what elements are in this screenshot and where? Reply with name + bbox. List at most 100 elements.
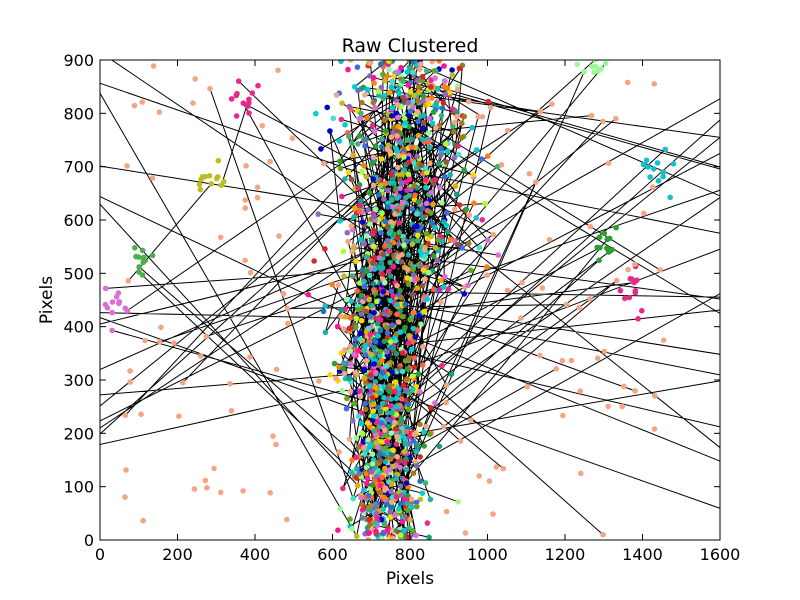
scatter-point — [393, 441, 400, 448]
scatter-point — [180, 379, 186, 386]
scatter-point — [382, 432, 389, 439]
scatter-point — [367, 342, 373, 348]
scatter-point — [373, 143, 379, 149]
scatter-point — [142, 337, 148, 344]
scatter-point — [380, 71, 386, 78]
scatter-point — [428, 220, 435, 226]
scatter-point — [400, 94, 406, 101]
scatter-point — [378, 144, 385, 150]
scatter-point — [372, 206, 379, 212]
scatter-point — [346, 133, 352, 140]
scatter-point — [375, 333, 381, 339]
scatter-point — [402, 496, 409, 502]
scatter-point — [384, 416, 391, 422]
scatter-point — [423, 423, 430, 430]
scatter-point — [284, 305, 291, 312]
scatter-point — [109, 327, 115, 334]
scatter-point — [574, 61, 580, 68]
scatter-point — [420, 119, 427, 126]
scatter-point — [436, 185, 443, 191]
scatter-point — [254, 194, 261, 201]
scatter-point — [354, 466, 360, 472]
scatter-point — [362, 342, 369, 349]
scatter-point — [592, 63, 599, 70]
scatter-point — [387, 467, 393, 473]
scatter-point — [333, 92, 340, 98]
scatter-point — [378, 84, 385, 91]
scatter-point — [560, 412, 566, 419]
axis-ticks: 0 200 400 600 800 1000 1200 1400 1600 0 100 200 300 4… — [63, 51, 740, 564]
scatter-point — [406, 176, 413, 183]
scatter-point — [359, 219, 366, 225]
scatter-point — [429, 60, 436, 65]
scatter-point — [409, 206, 416, 212]
scatter-point — [650, 184, 656, 190]
scatter-point — [422, 276, 428, 282]
scatter-point — [402, 301, 408, 308]
scatter-point — [624, 79, 631, 86]
scatter-point — [247, 354, 253, 360]
scatter-point — [390, 263, 397, 270]
scatter-point — [447, 172, 454, 178]
scatter-point — [357, 336, 364, 343]
scatter-point — [363, 254, 370, 260]
scatter-point — [355, 87, 361, 94]
scatter-point — [136, 269, 142, 275]
scatter-point — [415, 84, 422, 90]
scatter-point — [215, 174, 221, 180]
scatter-point — [394, 147, 400, 154]
scatter-point — [388, 113, 395, 119]
scatter-point — [366, 504, 373, 511]
scatter-point — [337, 158, 343, 164]
scatter-point — [378, 516, 385, 523]
scatter-point — [419, 136, 425, 143]
x-tick-label: 200 — [162, 545, 193, 564]
x-tick-label: 1400 — [622, 545, 663, 564]
scatter-point — [369, 482, 376, 488]
scatter-point — [351, 352, 358, 358]
scatter-point — [452, 119, 458, 125]
scatter-point — [385, 423, 392, 430]
scatter-point — [102, 285, 109, 292]
scatter-point — [373, 385, 379, 391]
scatter-point — [366, 272, 373, 279]
scatter-point — [429, 120, 436, 127]
scatter-point — [373, 440, 379, 446]
scatter-point — [347, 60, 354, 63]
scatter-point — [549, 101, 555, 107]
scatter-point — [388, 396, 394, 403]
scatter-point — [376, 353, 383, 359]
scatter-point — [395, 241, 402, 247]
scatter-point — [373, 520, 380, 527]
scatter-point — [336, 138, 343, 144]
scatter-point — [414, 285, 421, 291]
scatter-point — [452, 183, 459, 189]
scatter-point — [380, 95, 387, 102]
scatter-point — [386, 388, 393, 395]
scatter-point — [438, 152, 444, 158]
scatter-point — [632, 289, 639, 296]
scatter-point — [454, 241, 461, 248]
scatter-point — [359, 501, 365, 508]
scatter-point — [595, 355, 601, 362]
scatter-point — [366, 296, 373, 303]
scatter-point — [353, 533, 360, 539]
scatter-point — [276, 233, 282, 239]
scatter-point — [588, 112, 595, 119]
scatter-point — [349, 457, 355, 463]
scatter-point — [376, 92, 382, 99]
scatter-point — [392, 512, 398, 518]
scatter-point — [374, 404, 381, 411]
scatter-point — [400, 199, 406, 205]
scatter-point — [640, 161, 647, 168]
plot-area — [100, 60, 720, 540]
scatter-point — [396, 152, 402, 159]
scatter-point — [518, 315, 524, 321]
scatter-point — [401, 115, 408, 122]
scatter-point — [342, 347, 348, 353]
scatter-point — [414, 441, 420, 447]
scatter-point — [376, 191, 382, 198]
scatter-point — [397, 464, 403, 471]
scatter-point — [425, 139, 432, 145]
scatter-point — [417, 66, 423, 72]
